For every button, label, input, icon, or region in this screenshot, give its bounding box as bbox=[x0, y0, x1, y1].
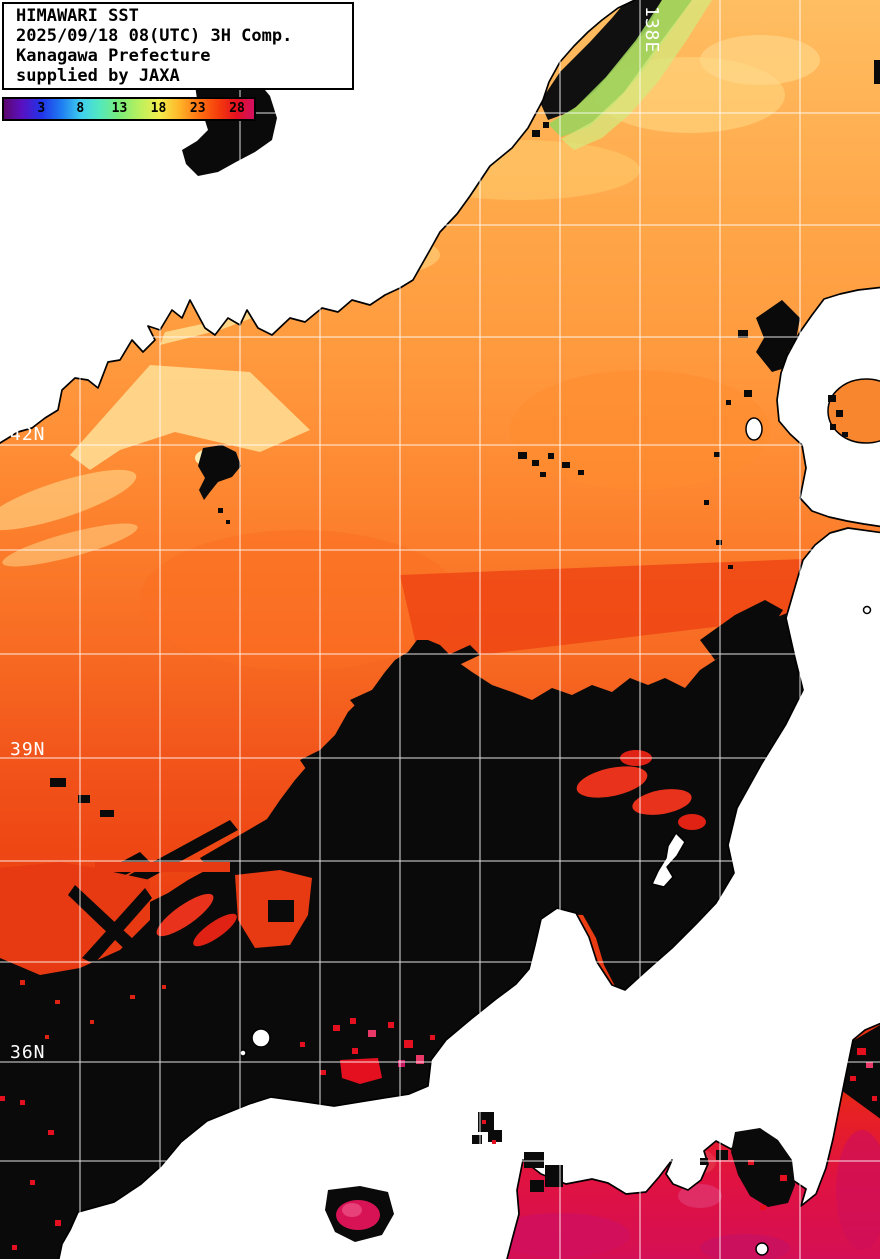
izu-oshima bbox=[755, 1242, 769, 1256]
colorbar-tick: 18 bbox=[150, 101, 167, 116]
cold-coastal-water bbox=[519, 0, 712, 150]
sado-island bbox=[651, 832, 686, 888]
product-title: HIMAWARI SST bbox=[16, 6, 139, 26]
lat-label-36n: 36N bbox=[10, 1042, 46, 1063]
prefecture-line: Kanagawa Prefecture bbox=[16, 46, 211, 66]
colorbar-tick: 23 bbox=[189, 101, 206, 116]
sea-texture bbox=[0, 35, 880, 1259]
colorbar-tick: 8 bbox=[76, 101, 85, 116]
lon-label-138e: 138E bbox=[641, 6, 662, 54]
supplier-line: supplied by JAXA bbox=[16, 66, 180, 86]
temperature-colorbar: 3 8 13 18 23 28 bbox=[2, 97, 256, 121]
tokyo-bay-cloud bbox=[731, 1128, 795, 1207]
lat-label-42n: 42N bbox=[10, 424, 46, 445]
colorbar-tick: 28 bbox=[229, 101, 245, 116]
bay-mouth-specks bbox=[828, 395, 848, 437]
oki-island bbox=[251, 1028, 271, 1048]
okushiri-island bbox=[745, 417, 763, 441]
funka-bay bbox=[827, 378, 880, 444]
warm-patches bbox=[0, 750, 877, 1250]
colorbar-tick: 13 bbox=[111, 101, 128, 116]
lat-label-39n: 39N bbox=[10, 739, 46, 760]
cloud-no-data-region bbox=[0, 60, 880, 1259]
header-annotation-box: HIMAWARI SST 2025/09/18 08(UTC) 3H Comp.… bbox=[2, 2, 354, 90]
colorbar-tick: 3 bbox=[37, 101, 46, 116]
datetime-line: 2025/09/18 08(UTC) 3H Comp. bbox=[16, 26, 293, 46]
